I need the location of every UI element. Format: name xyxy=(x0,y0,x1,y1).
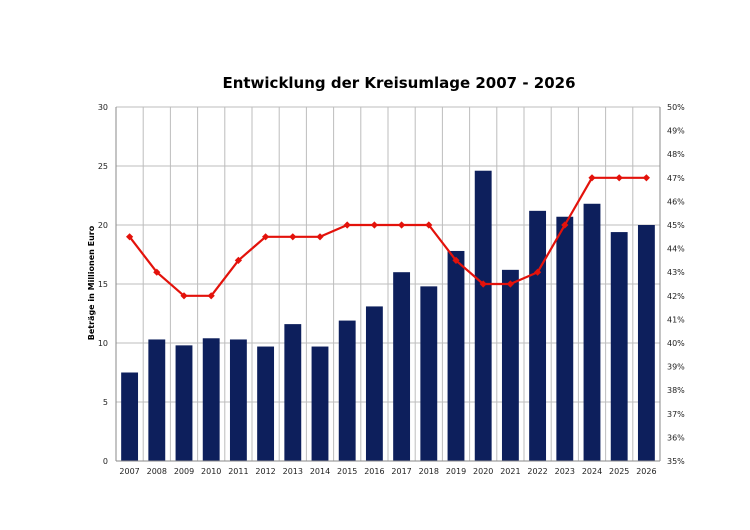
bar-2012 xyxy=(257,346,275,461)
bar-2023 xyxy=(556,216,574,461)
bar-2025 xyxy=(610,232,628,461)
line-point-2020 xyxy=(479,280,487,288)
line-point-2026 xyxy=(642,174,650,182)
y-axis-ticks: 0 5 10 15 20 25 30 xyxy=(98,103,108,466)
x-tick-label: 2017 xyxy=(391,467,411,476)
bar-2014 xyxy=(311,346,329,461)
bar-2022 xyxy=(529,210,547,461)
x-tick-label: 2015 xyxy=(337,467,357,476)
y2-tick-label: 50% xyxy=(667,103,685,112)
x-tick-label: 2018 xyxy=(419,467,439,476)
line-point-2018 xyxy=(425,221,433,229)
y2-axis-ticks: 35% 36% 37% 38% 39% 40% 41% 42% 43% 44% 45% 46% 47% 4… xyxy=(667,103,685,466)
bar-2007 xyxy=(121,372,139,461)
y2-tick-label: 47% xyxy=(667,174,685,183)
line-point-2016 xyxy=(370,221,378,229)
x-tick-label: 2010 xyxy=(201,467,221,476)
y2-tick-label: 41% xyxy=(667,315,685,324)
bar-2010 xyxy=(202,338,220,461)
line-point-2011 xyxy=(234,256,242,264)
line-point-2021 xyxy=(506,280,514,288)
bar-2008 xyxy=(148,339,166,461)
rate-line xyxy=(128,176,647,297)
y2-tick-label: 37% xyxy=(667,410,685,419)
bar-2013 xyxy=(284,324,302,461)
x-tick-label: 2023 xyxy=(555,467,575,476)
chart-title: Entwicklung der Kreisumlage 2007 - 2026 xyxy=(222,74,575,92)
y2-tick-label: 44% xyxy=(667,245,685,254)
bar-2019 xyxy=(447,250,465,461)
x-tick-label: 2020 xyxy=(473,467,493,476)
bar-2017 xyxy=(393,272,411,461)
y2-tick-label: 45% xyxy=(667,221,685,230)
y2-tick-label: 48% xyxy=(667,150,685,159)
x-tick-label: 2019 xyxy=(446,467,466,476)
line-point-2024 xyxy=(588,174,596,182)
x-axis-ticks: 2007 2008 2009 2010 2011 2012 2013 2014 2015 2016… xyxy=(119,467,656,476)
line-point-2008 xyxy=(153,268,161,276)
x-tick-label: 2026 xyxy=(636,467,656,476)
x-tick-label: 2009 xyxy=(174,467,194,476)
x-tick-label: 2025 xyxy=(609,467,629,476)
y2-tick-label: 36% xyxy=(667,433,685,442)
line-series xyxy=(126,174,650,300)
y2-tick-label: 40% xyxy=(667,339,685,348)
y2-tick-label: 42% xyxy=(667,292,685,301)
line-point-2013 xyxy=(289,233,297,241)
y2-tick-label: 35% xyxy=(667,457,685,466)
line-point-2009 xyxy=(180,292,188,300)
line-point-2014 xyxy=(316,233,324,241)
bar-series xyxy=(121,170,655,461)
y-tick-label: 20 xyxy=(98,221,108,230)
y-tick-label: 5 xyxy=(103,398,108,407)
x-tick-label: 2014 xyxy=(310,467,330,476)
bar-2020 xyxy=(474,170,492,461)
line-point-2022 xyxy=(534,268,542,276)
axes xyxy=(115,107,661,462)
x-tick-label: 2013 xyxy=(283,467,303,476)
line-point-2010 xyxy=(207,292,215,300)
y-tick-label: 0 xyxy=(103,457,108,466)
bar-2026 xyxy=(637,225,655,461)
bar-2011 xyxy=(229,339,247,461)
x-tick-label: 2011 xyxy=(228,467,248,476)
y2-tick-label: 38% xyxy=(667,386,685,395)
y-tick-label: 30 xyxy=(98,103,108,112)
y-tick-label: 25 xyxy=(98,162,108,171)
bar-2021 xyxy=(501,269,519,461)
y-tick-label: 10 xyxy=(98,339,108,348)
line-point-2015 xyxy=(343,221,351,229)
line-point-2012 xyxy=(262,233,270,241)
y2-tick-label: 39% xyxy=(667,363,685,372)
bar-2015 xyxy=(338,320,356,461)
y2-tick-label: 46% xyxy=(667,197,685,206)
y2-tick-label: 49% xyxy=(667,127,685,136)
y-axis-label: Beträge in Millionen Euro xyxy=(87,225,96,340)
line-point-2019 xyxy=(452,256,460,264)
gridlines xyxy=(115,106,661,462)
x-tick-label: 2021 xyxy=(500,467,520,476)
line-point-2025 xyxy=(615,174,623,182)
bar-2024 xyxy=(583,203,601,461)
line-point-2007 xyxy=(126,233,134,241)
bar-2016 xyxy=(365,306,383,461)
x-tick-label: 2022 xyxy=(527,467,547,476)
bar-2009 xyxy=(175,345,193,461)
bar-2018 xyxy=(420,286,438,461)
x-tick-label: 2024 xyxy=(582,467,602,476)
x-tick-label: 2012 xyxy=(255,467,275,476)
x-tick-label: 2008 xyxy=(147,467,167,476)
x-tick-label: 2007 xyxy=(119,467,139,476)
y-tick-label: 15 xyxy=(98,280,108,289)
x-tick-label: 2016 xyxy=(364,467,384,476)
y2-tick-label: 43% xyxy=(667,268,685,277)
line-point-2017 xyxy=(398,221,406,229)
line-point-2023 xyxy=(561,221,569,229)
